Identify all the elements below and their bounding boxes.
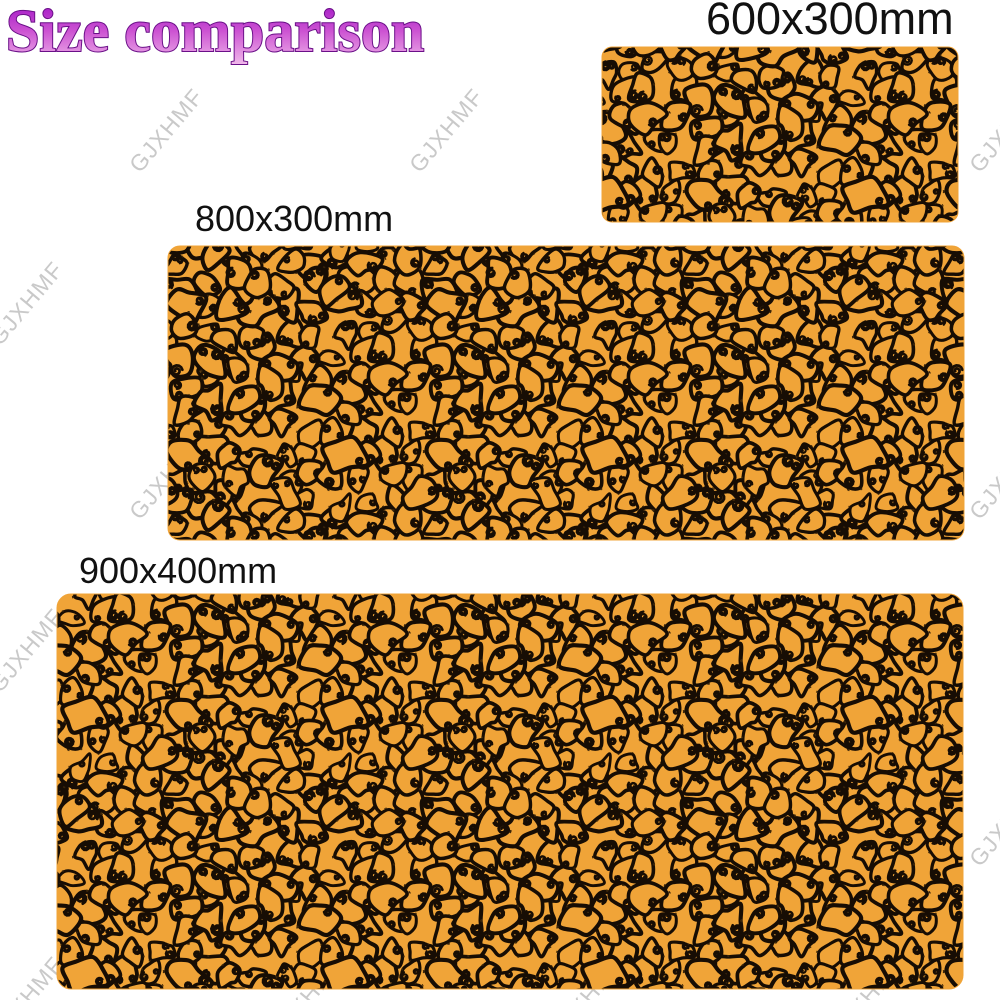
svg-text:Size comparison: Size comparison	[6, 2, 424, 64]
svg-text:GJXHMF: GJXHMF	[544, 0, 629, 3]
svg-text:GJXHMF: GJXHMF	[964, 430, 1000, 524]
svg-text:GJXHMF: GJXHMF	[964, 83, 1000, 177]
svg-text:GJXHMF: GJXHMF	[0, 256, 68, 350]
svg-text:GJXHMF: GJXHMF	[964, 777, 1000, 871]
